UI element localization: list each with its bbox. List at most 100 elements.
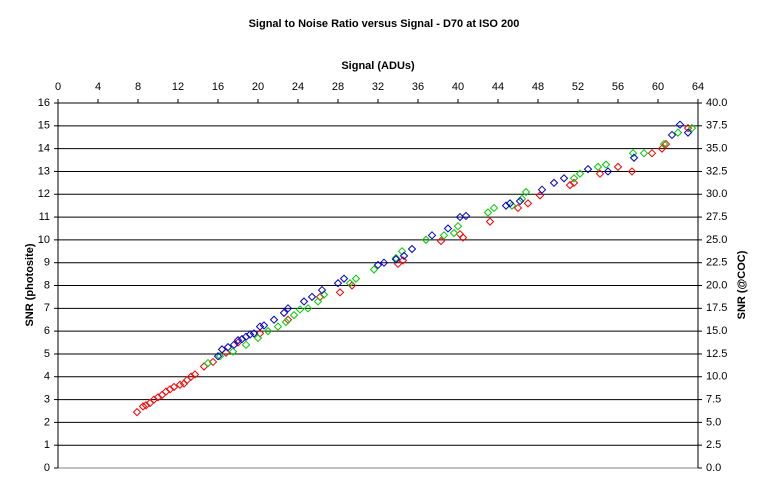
y2-tick-label: 7.5 xyxy=(706,393,721,405)
x-tick-label: 12 xyxy=(172,81,184,93)
y-axis-title: SNR (photosite) xyxy=(24,243,36,326)
x-tick-label: 24 xyxy=(292,81,304,93)
point xyxy=(449,228,459,238)
point xyxy=(505,199,515,208)
point xyxy=(507,201,517,210)
point xyxy=(399,251,409,261)
point xyxy=(313,297,323,306)
point xyxy=(647,148,657,158)
point xyxy=(169,382,179,392)
point xyxy=(295,305,305,314)
point xyxy=(453,221,463,231)
point xyxy=(335,288,345,297)
point xyxy=(161,387,171,396)
point xyxy=(628,148,638,158)
y2-tick-label: 40.0 xyxy=(706,97,727,109)
point xyxy=(601,160,611,169)
y2-tick-label: 32.5 xyxy=(706,165,727,177)
point xyxy=(613,162,623,172)
y-tick-label: 0 xyxy=(44,462,50,474)
y2-tick-label: 25.0 xyxy=(706,234,727,246)
y-tick-label: 2 xyxy=(44,416,50,428)
y2-tick-label: 37.5 xyxy=(706,120,727,132)
point xyxy=(339,274,349,283)
point xyxy=(391,255,401,264)
y-tick-label: 9 xyxy=(44,257,50,269)
point xyxy=(407,244,417,254)
point xyxy=(241,332,251,342)
point xyxy=(249,329,259,338)
point xyxy=(485,217,495,226)
point xyxy=(263,326,273,336)
point xyxy=(661,139,671,149)
x-tick-label: 44 xyxy=(492,81,504,93)
x-axis-title: Signal (ADUs) xyxy=(341,60,415,72)
y2-tick-label: 30.0 xyxy=(706,188,727,200)
point xyxy=(132,407,142,417)
y2-tick-label: 5.0 xyxy=(706,416,721,428)
point xyxy=(233,336,243,345)
point xyxy=(565,180,575,190)
point xyxy=(279,308,289,318)
point xyxy=(675,120,685,129)
point xyxy=(537,185,547,194)
point xyxy=(489,203,499,213)
point xyxy=(273,322,283,331)
point xyxy=(569,174,579,183)
y-tick-label: 7 xyxy=(44,302,50,314)
x-tick-label: 48 xyxy=(532,81,544,93)
point xyxy=(398,256,408,265)
y-tick-label: 6 xyxy=(44,325,50,337)
point xyxy=(569,178,579,188)
point xyxy=(373,260,383,270)
point xyxy=(659,139,669,149)
point xyxy=(513,203,523,213)
point xyxy=(228,347,238,356)
x-tick-label: 56 xyxy=(612,81,624,93)
point xyxy=(141,401,151,410)
point xyxy=(186,372,196,381)
y-tick-label: 12 xyxy=(38,188,50,200)
point xyxy=(603,167,613,176)
y-tick-label: 10 xyxy=(38,234,50,246)
y2-tick-label: 0.0 xyxy=(706,462,721,474)
y2-tick-label: 17.5 xyxy=(706,302,727,314)
point xyxy=(515,196,525,206)
point xyxy=(303,304,313,313)
point xyxy=(483,208,493,217)
y2-tick-label: 20.0 xyxy=(706,279,727,291)
point xyxy=(639,148,649,158)
point xyxy=(237,334,247,344)
point xyxy=(593,162,603,172)
point xyxy=(345,279,355,288)
x-tick-label: 20 xyxy=(252,81,264,93)
point xyxy=(190,370,200,379)
point xyxy=(283,304,293,313)
point xyxy=(149,395,159,404)
point xyxy=(439,231,449,240)
x-tick-label: 52 xyxy=(572,81,584,93)
chart-title: Signal to Noise Ratio versus Signal - D7… xyxy=(249,18,520,30)
x-tick-label: 28 xyxy=(332,81,344,93)
y2-tick-label: 12.5 xyxy=(706,348,727,360)
point xyxy=(436,236,446,246)
point xyxy=(245,330,255,339)
point xyxy=(583,164,593,174)
point xyxy=(523,199,533,208)
point xyxy=(559,174,569,183)
point xyxy=(443,224,453,233)
y2-tick-label: 2.5 xyxy=(706,439,721,451)
x-tick-label: 0 xyxy=(55,81,61,93)
y2-tick-label: 27.5 xyxy=(706,211,727,223)
point xyxy=(289,310,299,320)
point xyxy=(421,235,431,245)
point xyxy=(307,292,317,302)
point xyxy=(379,258,389,267)
point xyxy=(259,321,269,330)
y-tick-label: 11 xyxy=(39,211,50,223)
point xyxy=(213,352,223,361)
point xyxy=(138,402,148,411)
point xyxy=(215,352,225,361)
point xyxy=(391,253,401,263)
